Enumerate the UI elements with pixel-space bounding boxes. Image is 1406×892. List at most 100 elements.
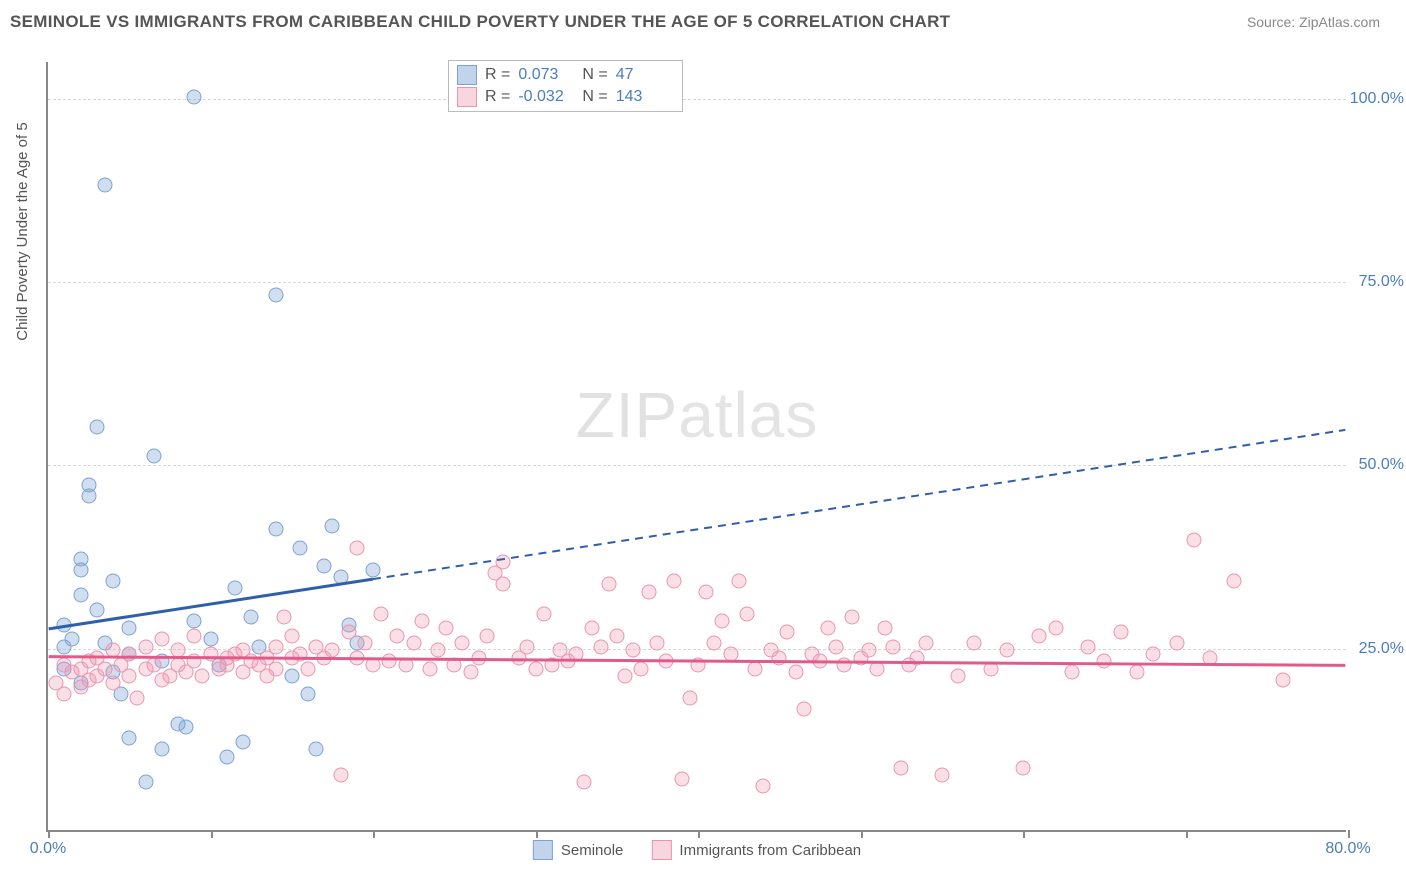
scatter-point (276, 610, 291, 625)
scatter-point (284, 628, 299, 643)
scatter-point (886, 639, 901, 654)
scatter-point (747, 661, 762, 676)
gridline (48, 99, 1346, 100)
scatter-point (268, 639, 283, 654)
scatter-point (187, 628, 202, 643)
watermark-bold: ZIP (576, 379, 679, 451)
scatter-point (650, 636, 665, 651)
r-label: R = (485, 66, 510, 84)
scatter-point (325, 518, 340, 533)
x-tick (536, 830, 538, 838)
scatter-point (1202, 650, 1217, 665)
scatter-point (1113, 625, 1128, 640)
x-tick (861, 830, 863, 838)
scatter-point (73, 551, 88, 566)
r-value: 0.073 (518, 66, 574, 84)
scatter-plot: ZIPatlas 25.0%50.0%75.0%100.0% 0.0%80.0%… (46, 62, 1346, 832)
x-tick (1023, 830, 1025, 838)
scatter-point (788, 665, 803, 680)
scatter-point (617, 669, 632, 684)
scatter-point (479, 628, 494, 643)
scatter-point (357, 636, 372, 651)
scatter-point (837, 658, 852, 673)
scatter-point (390, 628, 405, 643)
scatter-point (829, 639, 844, 654)
gridline (48, 282, 1346, 283)
scatter-point (154, 742, 169, 757)
scatter-point (934, 768, 949, 783)
scatter-point (292, 647, 307, 662)
scatter-point (81, 478, 96, 493)
scatter-point (1129, 665, 1144, 680)
scatter-point (122, 647, 137, 662)
scatter-point (89, 419, 104, 434)
scatter-point (877, 621, 892, 636)
swatch-pink-icon (651, 840, 671, 860)
regression-lines (48, 62, 1346, 830)
watermark-logo: ZIPatlas (576, 378, 819, 452)
scatter-point (999, 643, 1014, 658)
x-tick (48, 830, 50, 838)
scatter-point (967, 636, 982, 651)
x-tick (1348, 830, 1350, 838)
scatter-point (455, 636, 470, 651)
scatter-point (309, 742, 324, 757)
scatter-point (1227, 573, 1242, 588)
legend-label: Seminole (561, 842, 624, 859)
scatter-point (73, 588, 88, 603)
scatter-point (1048, 621, 1063, 636)
n-label: N = (582, 88, 607, 106)
scatter-point (658, 654, 673, 669)
scatter-point (1032, 628, 1047, 643)
scatter-point (715, 614, 730, 629)
scatter-point (333, 768, 348, 783)
y-tick-label: 75.0% (1359, 273, 1404, 291)
scatter-point (756, 779, 771, 794)
scatter-point (463, 665, 478, 680)
scatter-point (187, 614, 202, 629)
scatter-point (219, 749, 234, 764)
scatter-point (626, 643, 641, 658)
scatter-point (122, 621, 137, 636)
scatter-point (528, 661, 543, 676)
scatter-point (691, 658, 706, 673)
scatter-point (406, 636, 421, 651)
x-tick (211, 830, 213, 838)
scatter-point (1170, 636, 1185, 651)
scatter-point (1097, 654, 1112, 669)
scatter-point (577, 775, 592, 790)
n-label: N = (582, 66, 607, 84)
scatter-point (203, 647, 218, 662)
source-attribution: Source: ZipAtlas.com (1247, 14, 1380, 30)
scatter-point (1186, 533, 1201, 548)
stats-row-seminole: R = 0.073 N = 47 (457, 65, 672, 85)
scatter-point (317, 559, 332, 574)
scatter-point (699, 584, 714, 599)
n-value: 47 (616, 66, 672, 84)
scatter-point (812, 654, 827, 669)
scatter-point (122, 731, 137, 746)
scatter-point (57, 617, 72, 632)
y-tick-label: 100.0% (1350, 90, 1404, 108)
legend-item-caribbean: Immigrants from Caribbean (651, 840, 861, 860)
scatter-point (382, 654, 397, 669)
scatter-point (723, 647, 738, 662)
watermark-thin: atlas (678, 379, 818, 451)
scatter-point (341, 625, 356, 640)
scatter-point (138, 775, 153, 790)
scatter-point (439, 621, 454, 636)
scatter-point (739, 606, 754, 621)
scatter-point (422, 661, 437, 676)
scatter-point (154, 632, 169, 647)
scatter-point (65, 632, 80, 647)
chart-title: SEMINOLE VS IMMIGRANTS FROM CARIBBEAN CH… (10, 12, 950, 32)
scatter-point (910, 650, 925, 665)
scatter-point (146, 658, 161, 673)
scatter-point (333, 570, 348, 585)
scatter-point (374, 606, 389, 621)
scatter-point (414, 614, 429, 629)
scatter-point (496, 577, 511, 592)
scatter-point (1146, 647, 1161, 662)
legend: Seminole Immigrants from Caribbean (533, 840, 861, 860)
stats-row-caribbean: R = -0.032 N = 143 (457, 87, 672, 107)
